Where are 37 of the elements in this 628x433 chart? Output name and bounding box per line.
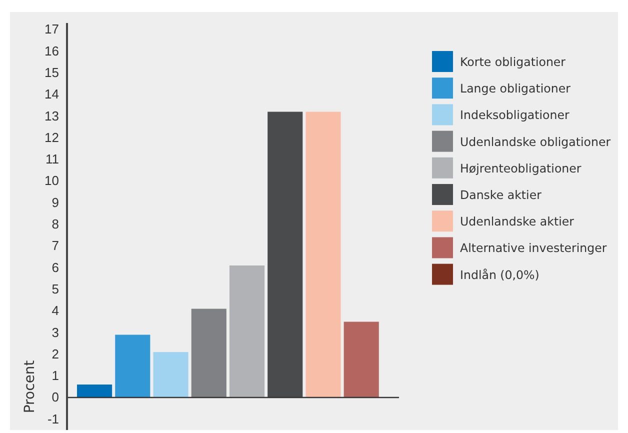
- bar: [191, 308, 226, 398]
- y-tick-label: -1: [47, 411, 59, 426]
- y-tick-label: 10: [44, 173, 59, 188]
- y-axis-title: Procent: [22, 360, 38, 414]
- y-tick-label: 15: [44, 64, 59, 80]
- legend-label: Højrenteobligationer: [460, 161, 582, 176]
- bar: [344, 322, 379, 398]
- y-tick-label: 17: [44, 22, 59, 37]
- y-tick-label: 1: [52, 368, 59, 384]
- y-tick-label: 14: [44, 86, 59, 102]
- y-tick-label: 16: [44, 43, 59, 58]
- y-tick-label: 12: [44, 130, 59, 145]
- bar: [229, 265, 265, 398]
- y-tick-label: 6: [52, 260, 59, 275]
- legend-label: Indeksobligationer: [460, 108, 570, 122]
- bar: [306, 112, 341, 398]
- legend-label: Udenlandske aktier: [460, 214, 574, 229]
- y-tick-label: 7: [52, 238, 59, 254]
- legend-label: Udenlandske obligationer: [460, 134, 611, 149]
- y-tick-label: 2: [52, 346, 59, 362]
- legend-label: Alternative investeringer: [460, 241, 607, 256]
- y-tick-label: 3: [52, 324, 59, 340]
- legend-label: Danske aktier: [460, 188, 542, 202]
- y-tick-label: 9: [52, 194, 59, 210]
- legend-label: Lange obligationer: [460, 82, 571, 96]
- y-tick-label: 8: [52, 216, 59, 232]
- bar: [115, 334, 150, 398]
- bar: [153, 352, 188, 398]
- y-tick-label: 0: [52, 390, 59, 405]
- bar: [268, 112, 303, 398]
- bar: [77, 384, 112, 398]
- y-tick-label: 11: [46, 152, 59, 167]
- legend-label: Korte obligationer: [460, 55, 566, 69]
- y-tick-label: 13: [44, 108, 59, 124]
- legend-label: Indlån (0,0%): [460, 268, 540, 282]
- y-tick-label: 4: [52, 303, 59, 318]
- y-tick-label: 5: [52, 281, 59, 296]
